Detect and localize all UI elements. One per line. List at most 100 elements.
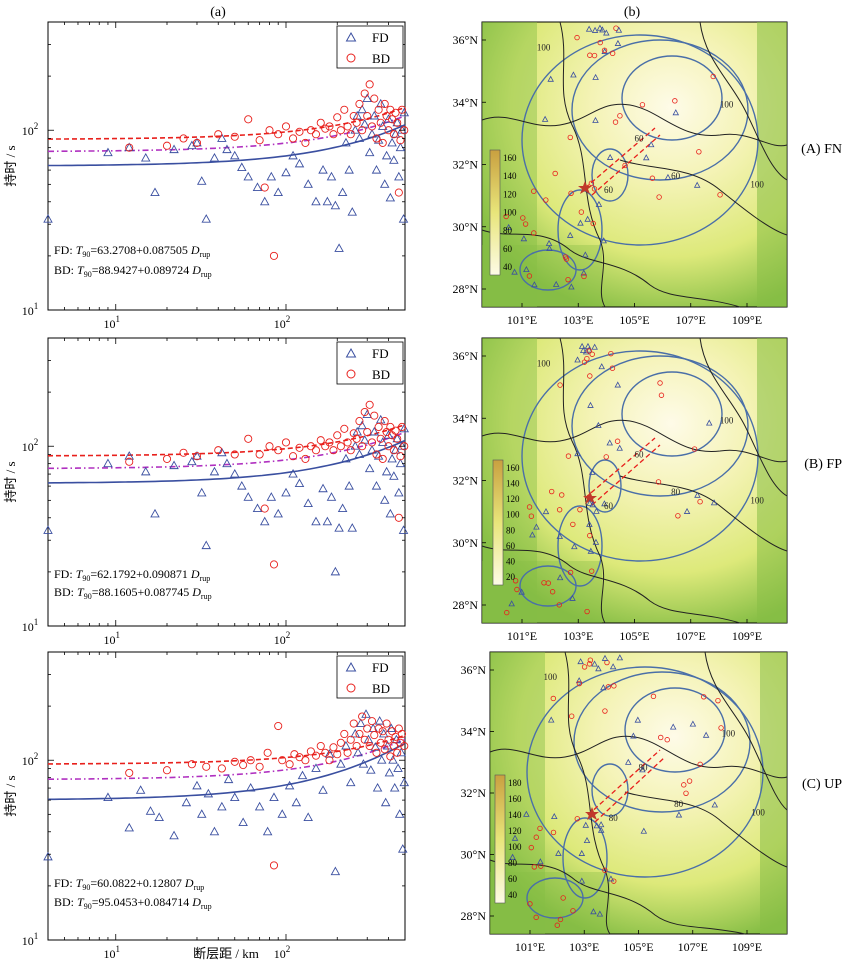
fd-point (103, 792, 113, 802)
bd-point (301, 138, 310, 147)
bd-station (710, 73, 716, 80)
fd-point (394, 809, 405, 818)
fd-point (43, 214, 53, 223)
bd-station (576, 680, 583, 687)
legend-box (336, 25, 404, 69)
bd-station (545, 580, 552, 586)
fd-point (330, 200, 341, 210)
fd-station (586, 499, 594, 506)
fd-station (601, 500, 608, 507)
fd-point (181, 797, 192, 807)
fd-point (266, 492, 277, 501)
fd-point (238, 817, 248, 827)
legend-box (336, 655, 404, 699)
bd-point (333, 750, 342, 759)
colorbar-tick-label: 160 (503, 153, 517, 163)
bd-station (574, 34, 580, 41)
fit-line-bd (47, 423, 406, 457)
bd-station (528, 513, 535, 519)
bd-station (672, 98, 678, 104)
fault-trace-2 (591, 444, 661, 506)
bd-point (329, 130, 338, 139)
fit-line-fd (47, 439, 406, 484)
bd-point (386, 422, 395, 432)
fd-station (546, 245, 553, 252)
fd-point (383, 430, 394, 439)
colorbar-tick-label: 140 (503, 171, 517, 181)
bd-point (340, 729, 349, 739)
fd-point (354, 449, 365, 458)
bd-point (378, 138, 387, 147)
bd-station (588, 180, 595, 187)
fd-station (595, 421, 602, 428)
fd-point (262, 826, 273, 836)
fd-point (209, 466, 220, 476)
colorbar-tick-label: 120 (503, 189, 517, 199)
fault-trace (587, 749, 661, 816)
bd-station (570, 521, 576, 528)
fd-point (396, 747, 406, 757)
x-tick-label: 101 (103, 314, 120, 331)
lat-tick-label: 36°N (453, 349, 479, 363)
bd-point (365, 400, 374, 409)
bd-station (522, 221, 529, 227)
fd-station (710, 499, 718, 506)
y-axis-label: 持时 / s (3, 775, 18, 816)
fd-point (399, 107, 410, 117)
colorbar-tick-label: 120 (508, 826, 522, 836)
fd-point (392, 433, 402, 443)
bd-station (557, 382, 563, 388)
colorbar-tick-label: 100 (508, 842, 522, 852)
bd-point (192, 452, 202, 461)
bd-point (325, 122, 334, 131)
fd-point (394, 171, 404, 181)
fd-point (252, 503, 263, 513)
bd-point (389, 741, 398, 751)
bd-point (244, 434, 253, 443)
fd-point (281, 167, 291, 177)
x-tick-label: 101 (103, 630, 120, 647)
bd-point (376, 434, 385, 443)
fd-station (615, 26, 623, 33)
lat-tick-label: 34°N (453, 411, 479, 425)
fd-station (607, 875, 615, 882)
fd-point (326, 492, 337, 501)
bd-point (352, 741, 361, 751)
fd-station (570, 71, 577, 78)
fd-station (568, 283, 575, 290)
fd-station (598, 363, 606, 370)
bd-station (617, 113, 623, 119)
x-tick-label: 101 (103, 944, 120, 961)
fd-station (566, 231, 574, 238)
fd-point (353, 747, 363, 757)
colorbar-tick-label: 160 (508, 794, 522, 804)
bd-point (325, 438, 334, 447)
bd-point (285, 760, 294, 769)
bd-point (346, 446, 355, 455)
legend-bd-symbol (346, 53, 356, 63)
bd-station (526, 504, 533, 510)
fd-point (237, 162, 247, 172)
colorbar-tick-label: 60 (506, 541, 516, 551)
legend-bd-label: BD (372, 681, 390, 696)
fd-station (647, 141, 655, 148)
fd-point (259, 516, 270, 526)
fd-point (196, 176, 207, 185)
fd-point (273, 508, 283, 518)
x-tick-label: 102 (274, 630, 291, 647)
bd-point (311, 130, 321, 139)
bd-point (260, 504, 269, 513)
fd-station (580, 269, 588, 276)
fd-station (702, 731, 710, 738)
bd-point (358, 126, 367, 135)
fd-point (294, 158, 305, 168)
fd-point (344, 480, 354, 490)
bd-point (340, 424, 349, 433)
bd-station (697, 761, 703, 768)
bd-station (568, 190, 574, 197)
bd-station (554, 922, 560, 928)
bd-point (396, 136, 405, 145)
fd-point (254, 801, 265, 811)
bd-station (614, 438, 621, 444)
fault-trace (584, 437, 656, 499)
